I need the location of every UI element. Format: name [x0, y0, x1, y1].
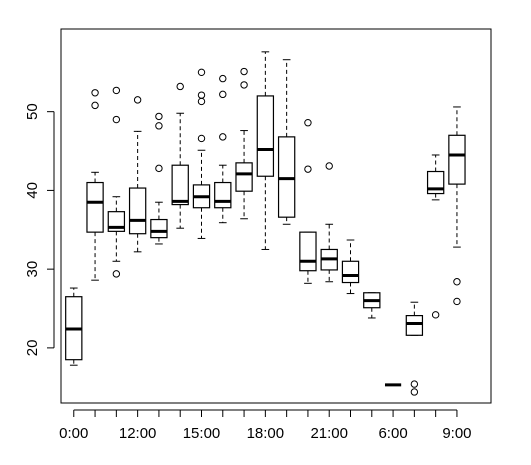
x-tick-label: 21:00 — [310, 425, 348, 442]
outlier-point — [240, 67, 248, 76]
y-tick-label: 50 — [24, 103, 41, 120]
outlier-point — [197, 91, 206, 99]
outlier-point — [304, 165, 312, 173]
outlier-point — [91, 89, 99, 97]
box-group — [128, 96, 147, 253]
outlier-point — [431, 311, 440, 319]
x-tick-label: 18:00 — [247, 425, 285, 442]
box-group — [214, 74, 232, 224]
box-group — [192, 68, 211, 239]
box-group — [65, 287, 83, 366]
outlier-point — [325, 162, 333, 170]
box-group — [256, 51, 275, 250]
box-body — [171, 164, 189, 206]
outlier-point — [155, 164, 163, 173]
box-group — [426, 154, 445, 319]
outlier-point — [155, 112, 163, 121]
box-group — [299, 118, 317, 284]
y-axis: 20 30 40 50 — [24, 103, 55, 357]
x-tick-label: 6:00 — [378, 425, 407, 442]
outlier-point — [112, 86, 121, 95]
outlier-point — [197, 97, 206, 106]
outlier-point — [133, 96, 142, 104]
outlier-point — [91, 101, 99, 110]
outlier-point — [155, 122, 163, 130]
outlier-point — [304, 118, 312, 127]
x-tick-label: 15:00 — [183, 425, 221, 442]
box-group — [171, 82, 189, 229]
y-tick-label: 40 — [24, 182, 41, 199]
box-body — [150, 218, 168, 239]
boxes-layer — [65, 51, 466, 396]
outlier-point — [453, 297, 461, 306]
x-axis: 0:00 12:00 15:00 18:00 21:00 6:00 9:00 — [59, 409, 472, 442]
box-body — [341, 260, 360, 284]
y-tick-label: 20 — [24, 340, 41, 357]
box-group — [86, 89, 104, 281]
outlier-point — [176, 82, 184, 91]
outlier-point — [197, 134, 206, 143]
box-group — [341, 239, 360, 295]
outlier-point — [112, 115, 121, 124]
y-tick-label: 30 — [24, 261, 41, 278]
box-group — [277, 59, 296, 225]
box-group — [235, 67, 253, 220]
box-body — [405, 315, 424, 336]
box-body — [448, 134, 466, 185]
box-group — [320, 162, 338, 283]
box-body — [214, 181, 232, 209]
box-group — [448, 106, 466, 306]
outlier-point — [219, 74, 227, 83]
outlier-point — [240, 81, 248, 89]
box-body — [256, 95, 275, 177]
x-tick-label: 0:00 — [59, 425, 88, 442]
outlier-point — [112, 270, 121, 278]
outlier-point — [197, 68, 206, 77]
box-group — [107, 86, 126, 278]
x-tick-label: 9:00 — [442, 425, 471, 442]
outlier-point — [410, 388, 419, 396]
outlier-point — [410, 380, 419, 388]
box-body — [235, 162, 253, 192]
box-group — [405, 301, 424, 396]
x-tick-label: 12:00 — [119, 425, 157, 442]
plot-frame — [60, 28, 492, 404]
outlier-point — [219, 90, 227, 99]
box-body — [128, 187, 147, 235]
box-body — [299, 231, 317, 272]
box-group — [363, 292, 381, 319]
box-body — [86, 181, 104, 233]
outlier-point — [219, 133, 227, 141]
box-body — [277, 136, 296, 218]
outlier-point — [453, 278, 461, 286]
box-group — [150, 112, 168, 245]
